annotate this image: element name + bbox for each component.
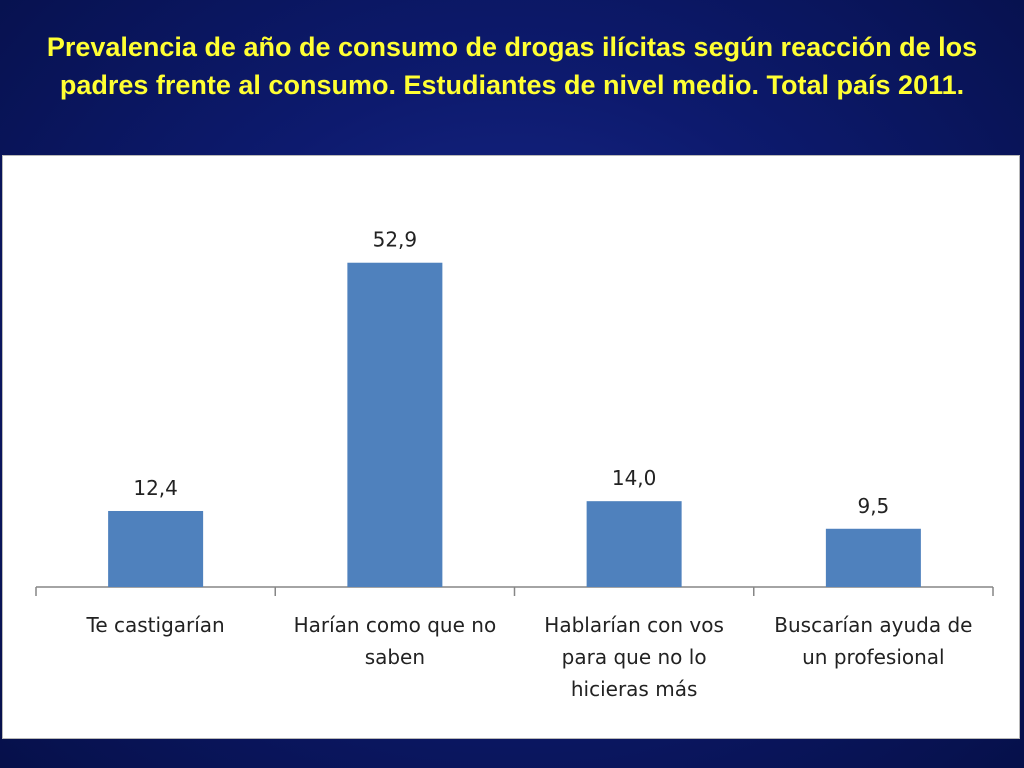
category-label: Buscarían ayuda de un profesional (774, 613, 972, 669)
data-label: 14,0 (612, 466, 657, 490)
bar (347, 262, 443, 587)
category-label: Hablarían con vos para que no lo hicieras … (544, 613, 724, 701)
bar-chart: 12,4 Te castigarían 52,9 Harían como que no… (35, 228, 994, 701)
category-label: Harían como que no saben (294, 613, 497, 669)
data-label: 9,5 (857, 494, 889, 518)
chart-panel: 12,4 Te castigarían 52,9 Harían como que no… (2, 155, 1020, 739)
data-label: 52,9 (373, 228, 418, 252)
bar (108, 510, 204, 587)
bar (586, 501, 682, 587)
bar (825, 528, 921, 587)
slide-title: Prevalencia de año de consumo de drogas … (46, 32, 978, 100)
category-label: Te castigarían (86, 613, 225, 637)
data-label: 12,4 (133, 476, 178, 500)
